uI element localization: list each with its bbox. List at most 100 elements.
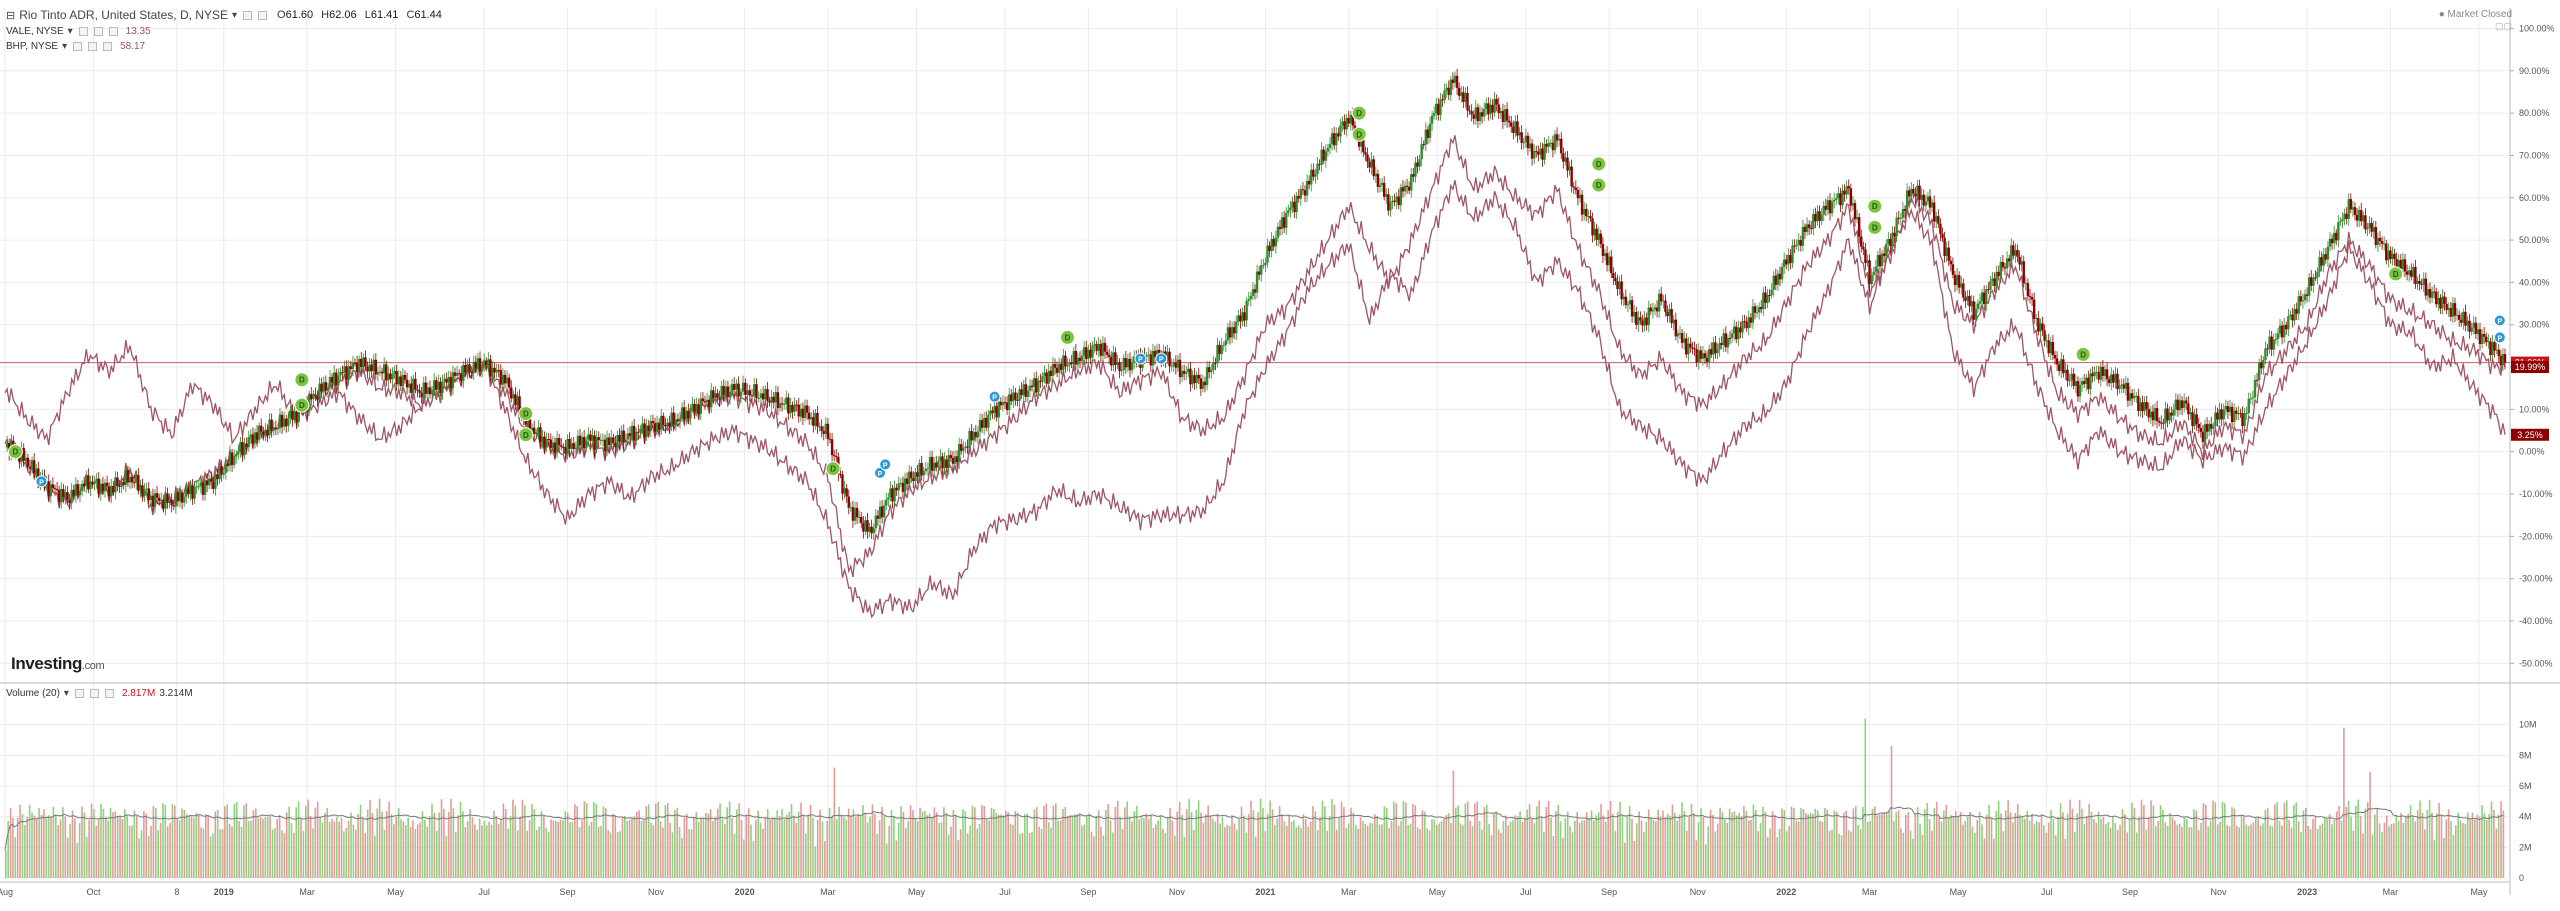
split-icon[interactable] (35, 475, 48, 488)
split-icon[interactable] (1155, 352, 1168, 365)
split-icon[interactable] (988, 390, 1001, 403)
dropdown-icon[interactable]: ▾ (67, 26, 73, 37)
remove-icon[interactable] (104, 689, 114, 698)
hide-icon[interactable] (93, 27, 103, 36)
settings-icon[interactable] (74, 689, 84, 698)
dividend-icon[interactable] (294, 372, 310, 388)
candle-body (1576, 189, 1580, 199)
split-marker[interactable]: P (879, 458, 892, 471)
volume-bar (1531, 819, 1533, 878)
dividend-marker[interactable]: D (1060, 329, 1075, 345)
volume-bar (1745, 811, 1748, 878)
candle-body (2289, 314, 2292, 317)
dividend-icon[interactable] (1351, 105, 1367, 121)
volume-bar (1133, 811, 1136, 878)
compare-name: BHP, NYSE (6, 41, 59, 52)
dropdown-icon[interactable]: ▾ (62, 41, 68, 52)
candle-body (337, 375, 340, 386)
dividend-icon[interactable] (1591, 177, 1607, 193)
compare-legend-vale[interactable]: VALE, NYSE ▾ 13.35 (6, 26, 151, 37)
split-marker[interactable]: P (35, 475, 48, 488)
volume-bar (1709, 809, 1712, 878)
remove-icon[interactable] (108, 27, 118, 36)
dividend-marker[interactable]: D (1351, 105, 1367, 121)
volume-bar (1552, 836, 1555, 878)
dividend-icon[interactable] (1867, 219, 1883, 235)
volume-bar (131, 825, 133, 878)
dividend-icon[interactable] (518, 427, 534, 443)
volume-legend[interactable]: Volume (20) ▾ 2.817M 3.214M (6, 688, 193, 699)
volume-bar (88, 820, 90, 878)
dividend-marker[interactable]: D (518, 427, 534, 443)
candle-body (964, 446, 967, 448)
volume-bar (788, 811, 790, 878)
dividend-icon[interactable] (1591, 156, 1607, 172)
candle-body (1955, 275, 1959, 286)
volume-bar (2302, 810, 2305, 878)
candle-body (49, 484, 53, 497)
split-icon[interactable] (2493, 314, 2506, 327)
volume-bar (2031, 814, 2033, 878)
dividend-icon[interactable] (1060, 329, 1075, 345)
dropdown-icon[interactable]: ▾ (231, 9, 238, 21)
settings-icon[interactable] (243, 10, 253, 20)
dividend-marker[interactable]: D (294, 397, 310, 413)
dividend-icon[interactable] (825, 461, 841, 477)
volume-bar (1652, 819, 1655, 878)
split-marker[interactable]: P (1155, 352, 1168, 365)
collapse-icon[interactable]: ⊟ (6, 9, 16, 22)
dividend-marker[interactable]: D (2388, 266, 2404, 282)
volume-bar (2119, 824, 2121, 878)
main-series-legend[interactable]: ⊟ Rio Tinto ADR, United States, D, NYSE … (6, 8, 447, 22)
volume-bar (2400, 813, 2402, 878)
dividend-marker[interactable]: D (7, 444, 23, 460)
candle-body (864, 520, 867, 532)
candle-body (1047, 370, 1050, 384)
dividend-marker[interactable]: D (1591, 177, 1607, 193)
candle-body (537, 427, 540, 433)
dividend-icon[interactable] (7, 444, 23, 460)
dividend-marker[interactable]: D (1351, 126, 1367, 142)
candle-body (670, 412, 673, 427)
dividend-marker[interactable]: D (1867, 198, 1883, 214)
volume-bar (2100, 818, 2102, 878)
candle-body (732, 384, 736, 390)
dividend-icon[interactable] (518, 406, 534, 422)
hide-icon[interactable] (88, 42, 98, 51)
split-marker[interactable]: P (2493, 331, 2506, 344)
candle-body (220, 466, 223, 475)
split-icon[interactable] (879, 458, 892, 471)
dividend-marker[interactable]: D (2075, 346, 2091, 362)
split-marker[interactable]: P (1134, 352, 1147, 365)
split-icon[interactable] (2493, 331, 2506, 344)
split-icon[interactable] (1134, 352, 1147, 365)
remove-icon[interactable] (103, 42, 113, 51)
volume-bar (2243, 816, 2245, 878)
split-marker[interactable]: P (2493, 314, 2506, 327)
dividend-icon[interactable] (1867, 198, 1883, 214)
dividend-marker[interactable]: D (825, 461, 841, 477)
dividend-icon[interactable] (2388, 266, 2404, 282)
settings-icon[interactable] (73, 42, 83, 51)
dividend-marker[interactable]: D (1867, 219, 1883, 235)
dropdown-icon[interactable]: ▾ (63, 688, 69, 699)
split-marker[interactable]: P (988, 390, 1001, 403)
dividend-icon[interactable] (1351, 126, 1367, 142)
hide-icon[interactable] (258, 10, 268, 20)
dividend-marker[interactable]: D (1591, 156, 1607, 172)
window-controls[interactable]: ▢▢ (2494, 21, 2512, 31)
volume-bar (955, 815, 957, 878)
candle-body (1574, 187, 1578, 190)
dividend-marker[interactable]: D (518, 406, 534, 422)
candle-body (1530, 143, 1534, 159)
dividend-marker[interactable]: D (294, 372, 310, 388)
hide-icon[interactable] (89, 689, 99, 698)
candle-body (24, 457, 28, 461)
settings-icon[interactable] (78, 27, 88, 36)
dividend-icon[interactable] (2075, 346, 2091, 362)
compare-legend-bhp[interactable]: BHP, NYSE ▾ 58.17 (6, 41, 145, 52)
dividend-icon[interactable] (294, 397, 310, 413)
